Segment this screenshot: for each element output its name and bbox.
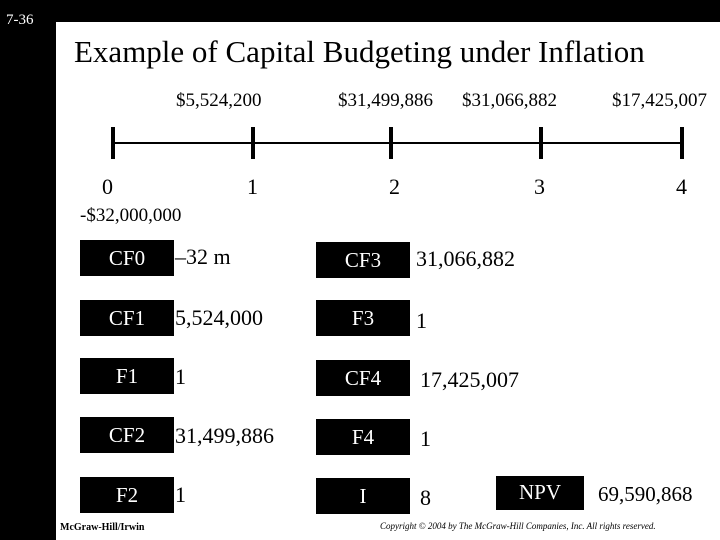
cash-flow-year-1: $5,524,200: [176, 90, 262, 111]
calc-value-f1: 1: [175, 364, 186, 389]
calc-key-npv: NPV: [496, 476, 584, 510]
calc-value-f4: 1: [420, 426, 431, 451]
calc-value-f3: 1: [416, 308, 427, 333]
calc-value-cf2: 31,499,886: [175, 423, 274, 448]
calc-key-f4: F4: [316, 419, 410, 455]
cash-flow-year-3: $31,066,882: [462, 90, 557, 111]
initial-outlay: -$32,000,000: [80, 205, 182, 226]
period-4: 4: [676, 174, 687, 199]
calc-key-cf0: CF0: [80, 240, 174, 276]
period-1: 1: [247, 174, 258, 199]
period-2: 2: [389, 174, 400, 199]
slide-number: 7-36: [6, 12, 34, 28]
slide-title: Example of Capital Budgeting under Infla…: [74, 34, 645, 69]
calc-key-cf4: CF4: [316, 360, 410, 396]
calc-value-cf4: 17,425,007: [420, 367, 519, 392]
calc-value-cf3: 31,066,882: [416, 246, 515, 271]
calc-key-cf3: CF3: [316, 242, 410, 278]
publisher-footer: McGraw-Hill/Irwin: [60, 522, 145, 533]
calc-key-i: I: [316, 478, 410, 514]
period-3: 3: [534, 174, 545, 199]
calc-value-f2: 1: [175, 482, 186, 507]
calc-key-f3: F3: [316, 300, 410, 336]
calc-key-f1: F1: [80, 358, 174, 394]
top-bar: [56, 0, 720, 22]
calc-value-cf0: –32 m: [175, 244, 231, 269]
calc-value-i: 8: [420, 485, 431, 510]
calc-value-cf1: 5,524,000: [175, 305, 263, 330]
period-0: 0: [102, 174, 113, 199]
copyright-footer: Copyright © 2004 by The McGraw-Hill Comp…: [380, 521, 656, 531]
calc-key-cf2: CF2: [80, 417, 174, 453]
cash-flow-year-4: $17,425,007: [612, 90, 707, 111]
calc-value-npv: 69,590,868: [598, 482, 693, 506]
calc-key-cf1: CF1: [80, 300, 174, 336]
left-sidebar-bar: [0, 0, 56, 540]
calc-key-f2: F2: [80, 477, 174, 513]
cash-flow-year-2: $31,499,886: [338, 90, 433, 111]
